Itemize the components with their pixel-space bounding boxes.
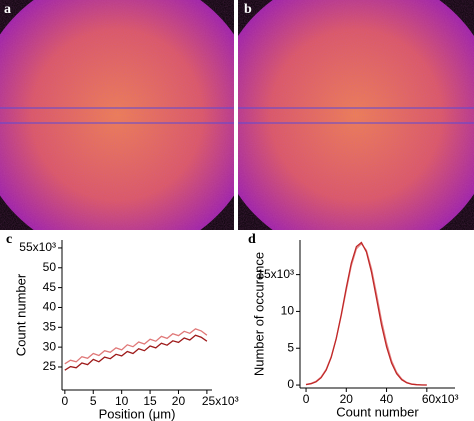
y-tick-label: 25 [43, 359, 57, 373]
x-axis-title: Position (μm) [99, 406, 176, 421]
x-tick-label: 0 [303, 392, 310, 406]
y-tick-label: 15x10³ [257, 267, 294, 281]
x-tick-label: 40 [380, 392, 394, 406]
y-tick-label: 30 [43, 339, 57, 353]
panel-label: a [4, 2, 11, 17]
x-axis-title: Count number [336, 404, 419, 419]
x-tick-label: 10 [115, 394, 129, 408]
x-tick-label: 15 [143, 394, 157, 408]
y-tick-label: 0 [287, 377, 294, 391]
y-tick-label: 35 [43, 319, 57, 333]
y-tick-label: 50 [43, 260, 57, 274]
y-tick-label: 40 [43, 300, 57, 314]
series-line [64, 328, 208, 365]
image-b [238, 0, 474, 230]
y-axis-title: Number of occurence [251, 252, 266, 376]
image-a [0, 0, 234, 230]
series-line [305, 242, 427, 386]
panel-label: c [6, 232, 12, 247]
x-tick-label: 0 [61, 394, 68, 408]
series-line [64, 334, 208, 371]
y-axis-title: Count number [13, 273, 28, 356]
x-tick-label: 60x10³ [422, 392, 459, 406]
x-tick-label: 5 [90, 394, 97, 408]
y-tick-label: 45 [43, 280, 57, 294]
x-tick-label: 20 [172, 394, 186, 408]
y-tick-label: 5 [287, 340, 294, 354]
x-tick-label: 25x10³ [202, 394, 239, 408]
panel-label: b [244, 2, 252, 17]
y-tick-label: 55x10³ [19, 240, 56, 254]
panel-label: d [248, 232, 256, 247]
y-tick-label: 10 [281, 304, 295, 318]
series-line [305, 241, 427, 386]
x-tick-label: 20 [340, 392, 354, 406]
